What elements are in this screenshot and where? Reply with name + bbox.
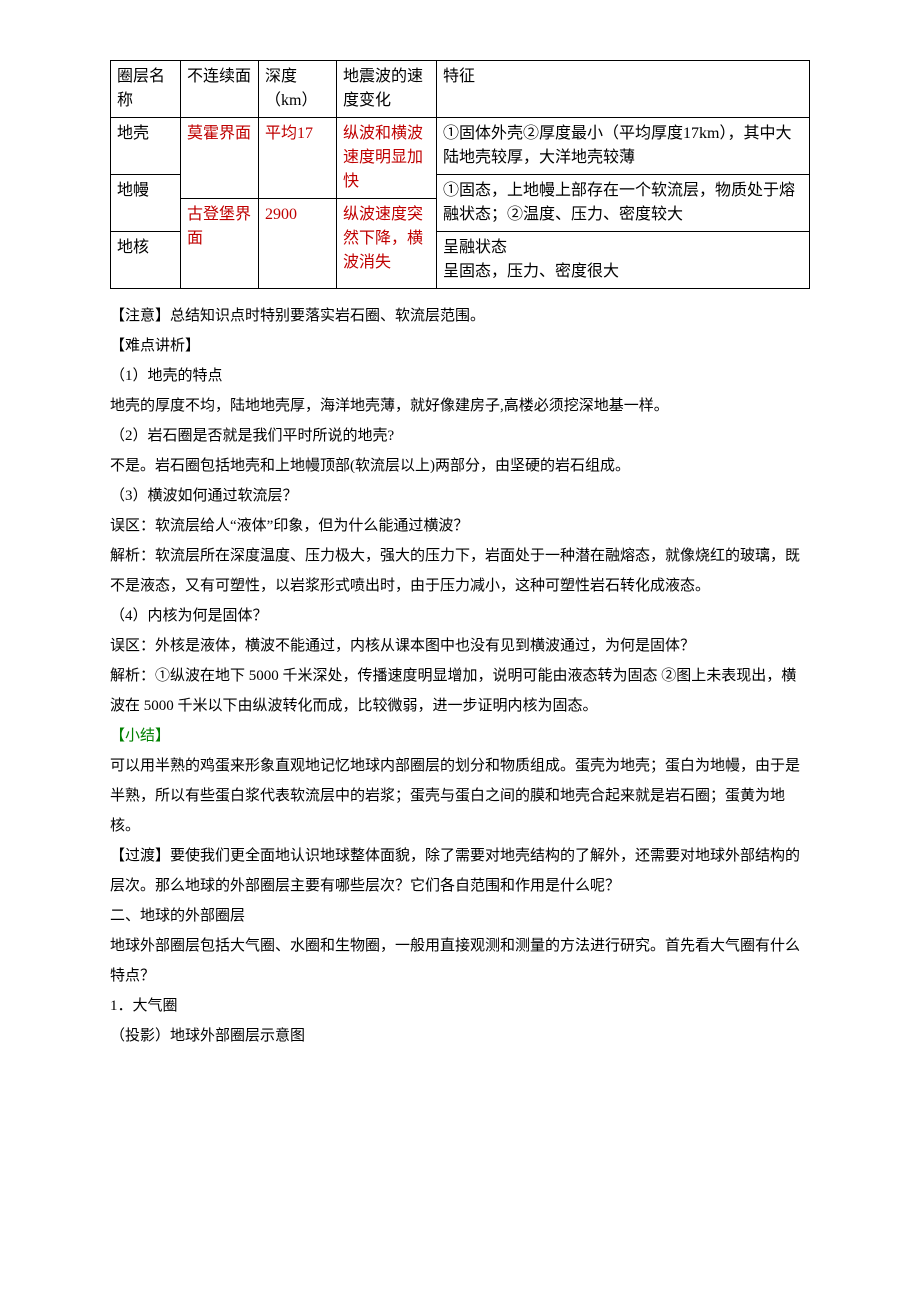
th-discontinuity: 不连续面 [181, 61, 259, 118]
cell-mantle-feature: ①固态，上地幔上部存在一个软流层，物质处于熔融状态；②温度、压力、密度较大 [437, 175, 810, 232]
paragraph: 误区：外核是液体，横波不能通过，内核从课本图中也没有见到横波通过，为何是固体？ [110, 631, 810, 661]
cell-depth-17: 平均17 [259, 118, 337, 199]
paragraph: （投影）地球外部圈层示意图 [110, 1021, 810, 1051]
note-paragraph: 【注意】总结知识点时特别要落实岩石圈、软流层范围。 [110, 301, 810, 331]
section-heading: 二、地球的外部圈层 [110, 901, 810, 931]
th-layer-name: 圈层名称 [111, 61, 181, 118]
cell-gutenberg-boundary: 古登堡界面 [181, 199, 259, 289]
table-header-row: 圈层名称 不连续面 深度（km） 地震波的速度变化 特征 [111, 61, 810, 118]
document-page: 圈层名称 不连续面 深度（km） 地震波的速度变化 特征 地壳 莫霍界面 平均1… [0, 0, 920, 1131]
paragraph: （4）内核为何是固体？ [110, 601, 810, 631]
paragraph: （3）横波如何通过软流层？ [110, 481, 810, 511]
paragraph: 不是。岩石圈包括地壳和上地幔顶部(软流层以上)两部分，由坚硬的岩石组成。 [110, 451, 810, 481]
summary-heading: 【小结】 [110, 721, 810, 751]
cell-wave-1: 纵波和横波速度明显加快 [337, 118, 437, 199]
cell-core-feature-b: 呈固态，压力、密度很大 [443, 260, 803, 284]
cell-depth-2900: 2900 [259, 199, 337, 289]
cell-wave-2: 纵波速度突然下降，横波消失 [337, 199, 437, 289]
paragraph: （2）岩石圈是否就是我们平时所说的地壳? [110, 421, 810, 451]
earth-layers-table: 圈层名称 不连续面 深度（km） 地震波的速度变化 特征 地壳 莫霍界面 平均1… [110, 60, 810, 289]
cell-core-feature-a: 呈融状态 [443, 236, 803, 260]
subsection-heading: 1．大气圈 [110, 991, 810, 1021]
cell-core-name: 地核 [111, 232, 181, 289]
transition-paragraph: 【过渡】要使我们更全面地认识地球整体面貌，除了需要对地壳结构的了解外，还需要对地… [110, 841, 810, 901]
cell-mantle-name: 地幔 [111, 175, 181, 232]
cell-crust-name: 地壳 [111, 118, 181, 175]
difficulty-heading: 【难点讲析】 [110, 331, 810, 361]
paragraph: 解析：软流层所在深度温度、压力极大，强大的压力下，岩面处于一种潜在融熔态，就像烧… [110, 541, 810, 601]
cell-crust-feature: ①固体外壳②厚度最小（平均厚度17km），其中大陆地壳较厚，大洋地壳较薄 [437, 118, 810, 175]
paragraph: 地壳的厚度不均，陆地地壳厚，海洋地壳薄，就好像建房子,高楼必须挖深地基一样。 [110, 391, 810, 421]
paragraph: 可以用半熟的鸡蛋来形象直观地记忆地球内部圈层的划分和物质组成。蛋壳为地壳；蛋白为… [110, 751, 810, 841]
th-feature: 特征 [437, 61, 810, 118]
paragraph: 解析：①纵波在地下 5000 千米深处，传播速度明显增加，说明可能由液态转为固态… [110, 661, 810, 721]
paragraph: （1）地壳的特点 [110, 361, 810, 391]
cell-moho-boundary: 莫霍界面 [181, 118, 259, 199]
th-depth: 深度（km） [259, 61, 337, 118]
th-wave-change: 地震波的速度变化 [337, 61, 437, 118]
cell-core-feature: 呈融状态 呈固态，压力、密度很大 [437, 232, 810, 289]
table-row: 地壳 莫霍界面 平均17 纵波和横波速度明显加快 ①固体外壳②厚度最小（平均厚度… [111, 118, 810, 175]
paragraph: 误区：软流层给人“液体”印象，但为什么能通过横波？ [110, 511, 810, 541]
paragraph: 地球外部圈层包括大气圈、水圈和生物圈，一般用直接观测和测量的方法进行研究。首先看… [110, 931, 810, 991]
